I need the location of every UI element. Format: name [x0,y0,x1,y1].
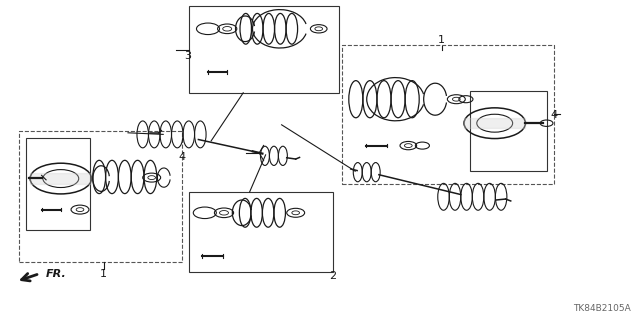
Text: 3: 3 [184,51,191,61]
Text: 1: 1 [438,35,445,45]
Bar [470,91,547,171]
Text: 4: 4 [550,110,557,120]
Text: FR.: FR. [46,268,67,279]
Text: 1: 1 [100,268,107,279]
Bar [342,45,554,184]
Bar [189,192,333,272]
Bar [19,131,182,262]
Text: 2: 2 [329,271,337,281]
Bar [26,138,90,230]
Text: TK84B2105A: TK84B2105A [573,304,630,313]
Bar [189,6,339,93]
Text: 4: 4 [179,152,186,162]
